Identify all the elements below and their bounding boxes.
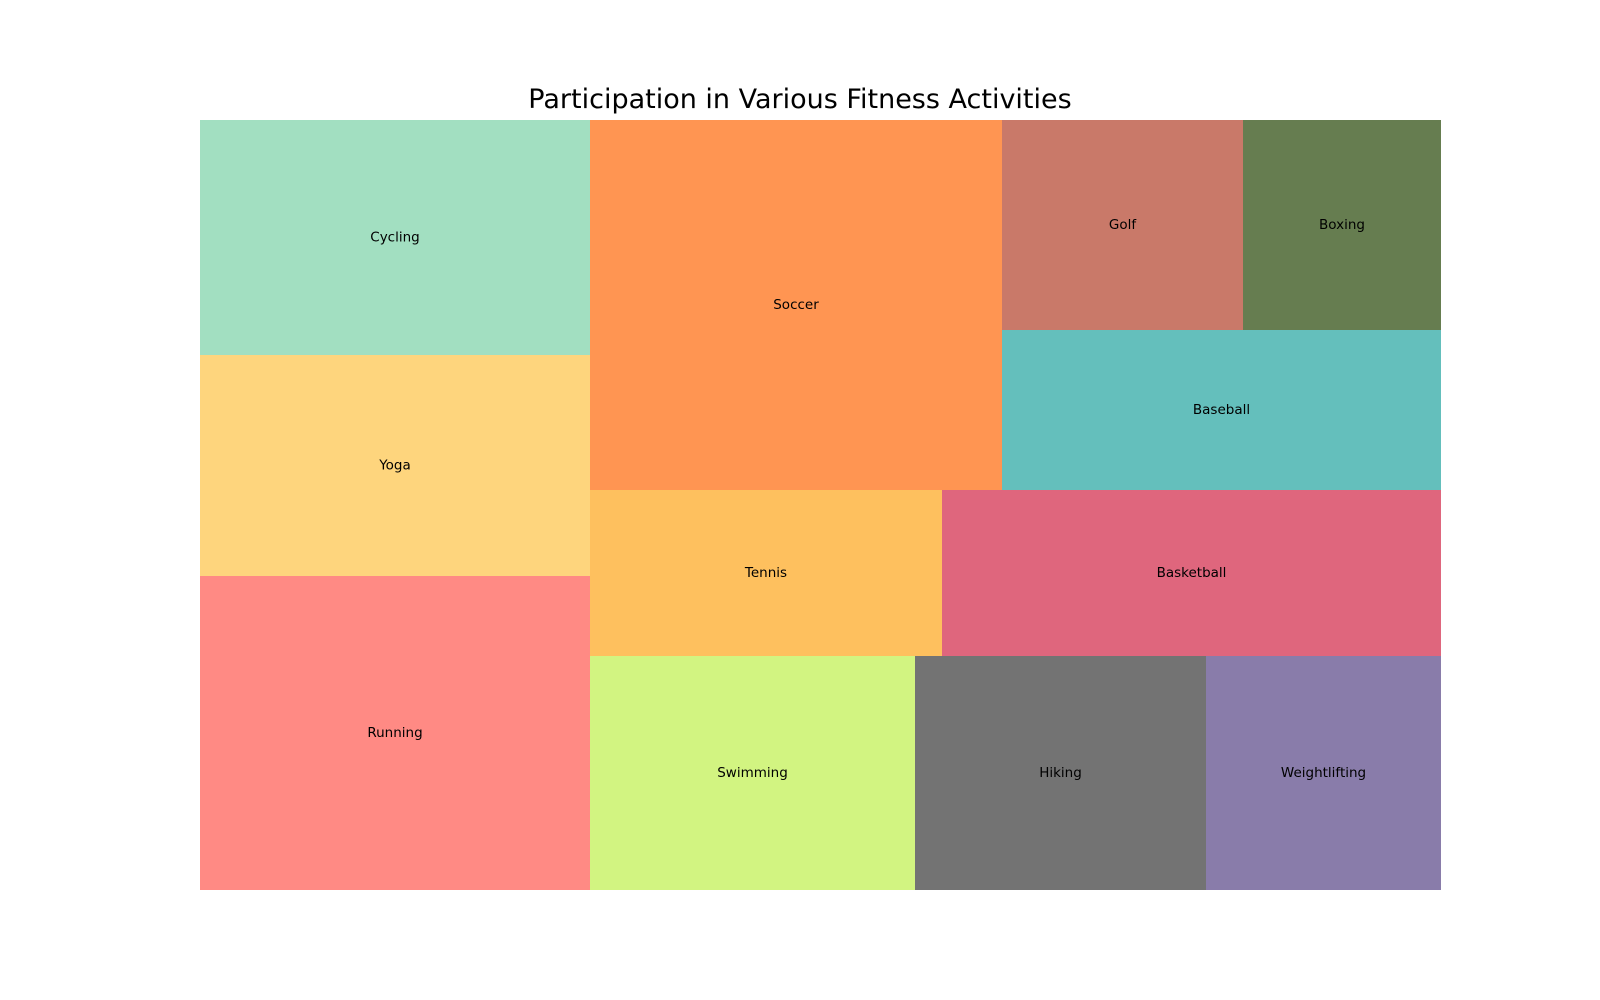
treemap-tile-boxing bbox=[1243, 120, 1441, 330]
treemap-tiles: Running Yoga Cycling Soccer Tennis Swimming Hi… bbox=[200, 120, 1441, 890]
treemap-label-swimming: Swimming bbox=[717, 765, 788, 781]
treemap-tile-golf bbox=[1002, 120, 1243, 330]
treemap-label-cycling: Cycling bbox=[370, 230, 419, 246]
treemap-label-baseball: Baseball bbox=[1193, 402, 1250, 418]
treemap-tile-hiking bbox=[915, 656, 1206, 890]
treemap-tile-running bbox=[200, 576, 590, 890]
treemap-tile-weightlifting bbox=[1206, 656, 1441, 890]
treemap-label-weightlifting: Weightlifting bbox=[1281, 765, 1366, 781]
treemap-label-running: Running bbox=[367, 725, 422, 741]
chart-title: Participation in Various Fitness Activit… bbox=[528, 84, 1072, 115]
treemap-tile-tennis bbox=[590, 490, 942, 656]
treemap-tile-baseball bbox=[1002, 330, 1441, 490]
treemap-label-yoga: Yoga bbox=[378, 458, 411, 474]
treemap-label-soccer: Soccer bbox=[773, 297, 819, 313]
treemap-tile-swimming bbox=[590, 656, 915, 890]
treemap-label-boxing: Boxing bbox=[1319, 217, 1365, 233]
treemap-tile-yoga bbox=[200, 355, 590, 576]
treemap-label-golf: Golf bbox=[1109, 217, 1137, 233]
treemap-tile-cycling bbox=[200, 120, 590, 355]
treemap-label-hiking: Hiking bbox=[1039, 765, 1082, 781]
treemap-label-tennis: Tennis bbox=[744, 565, 787, 581]
treemap-tile-basketball bbox=[942, 490, 1441, 656]
treemap-label-basketball: Basketball bbox=[1157, 565, 1227, 581]
treemap-tile-soccer bbox=[590, 120, 1002, 490]
